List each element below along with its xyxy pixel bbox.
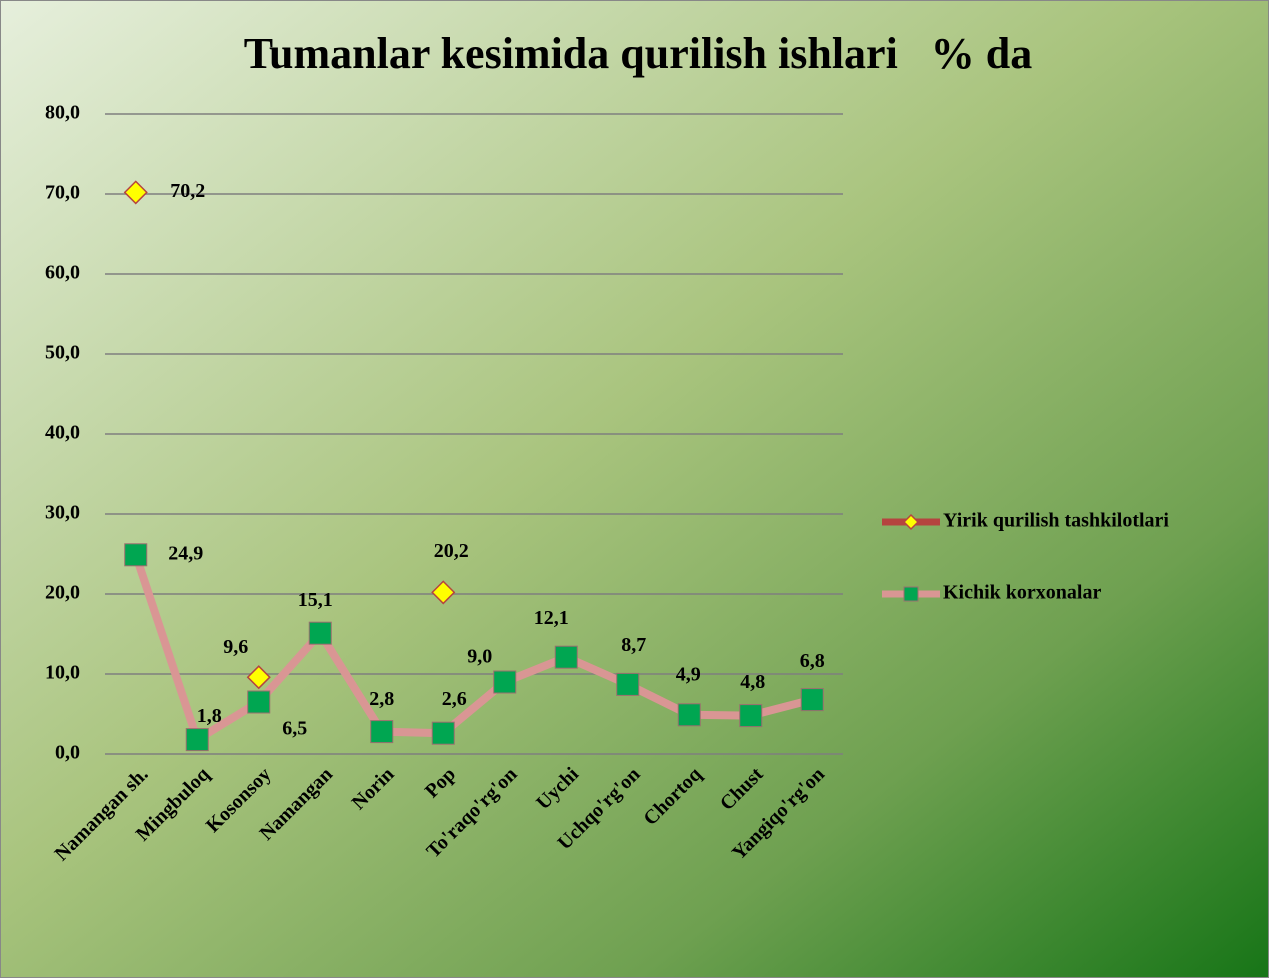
y-tick-label: 60,0: [45, 262, 80, 284]
legend-marker: [902, 513, 920, 531]
data-label: 15,1: [298, 589, 333, 611]
legend-label: Kichik korxonalar: [943, 582, 1101, 604]
marker: [739, 704, 763, 728]
marker: [493, 670, 517, 694]
marker: [123, 180, 148, 205]
marker: [554, 645, 578, 669]
data-label: 6,8: [800, 650, 825, 672]
data-label: 12,1: [534, 607, 569, 629]
y-tick-label: 10,0: [45, 662, 80, 684]
y-tick-label: 80,0: [45, 102, 80, 124]
marker: [431, 721, 455, 745]
data-label: 4,9: [676, 663, 701, 685]
y-tick-label: 20,0: [45, 582, 80, 604]
data-label: 2,6: [442, 688, 467, 710]
marker: [124, 543, 148, 567]
legend-label: Yirik qurilish tashkilotlari: [943, 510, 1169, 532]
marker: [247, 690, 271, 714]
y-tick-label: 30,0: [45, 502, 80, 524]
marker: [308, 621, 332, 645]
marker: [800, 688, 824, 712]
marker: [370, 720, 394, 744]
y-tick-label: 40,0: [45, 422, 80, 444]
y-tick-label: 70,0: [45, 182, 80, 204]
marker: [246, 665, 271, 690]
data-label: 4,8: [740, 671, 765, 693]
data-label: 9,6: [223, 636, 248, 658]
data-label: 6,5: [282, 718, 307, 740]
y-tick-label: 0,0: [55, 742, 80, 764]
marker: [431, 580, 456, 605]
data-label: 24,9: [168, 542, 203, 564]
data-label: 9,0: [467, 646, 492, 668]
marker: [185, 728, 209, 752]
legend-marker: [903, 586, 919, 602]
chart-title: Tumanlar kesimida qurilish ishlari % da: [244, 29, 1033, 78]
data-label: 1,8: [197, 705, 222, 727]
marker: [616, 672, 640, 696]
y-tick-label: 50,0: [45, 342, 80, 364]
data-label: 2,8: [369, 688, 394, 710]
data-label: 8,7: [621, 634, 646, 656]
marker: [677, 703, 701, 727]
data-label: 70,2: [170, 180, 205, 202]
data-label: 20,2: [434, 540, 469, 562]
